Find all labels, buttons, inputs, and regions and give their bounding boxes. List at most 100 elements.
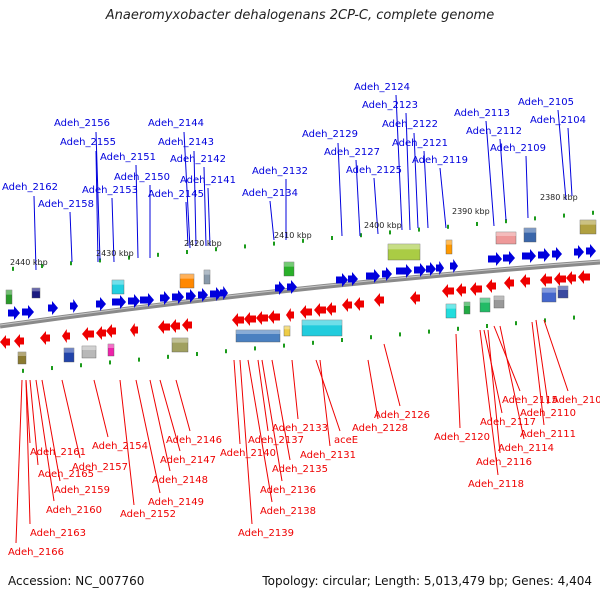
leader-line bbox=[567, 127, 573, 197]
feature-block bbox=[557, 285, 569, 299]
tick-mark bbox=[341, 338, 343, 343]
tick-mark bbox=[515, 321, 517, 326]
forward-gene-arrow bbox=[128, 294, 140, 308]
gene-label-adeh-2163: Adeh_2163 bbox=[30, 528, 86, 539]
gene-label-adeh-2139: Adeh_2139 bbox=[238, 528, 294, 539]
gene-label-layer: Adeh_2162 Adeh_2158 Adeh_2156 Adeh_2155 Adeh… bbox=[2, 82, 600, 558]
tick-mark bbox=[534, 216, 536, 221]
reverse-gene-arrow bbox=[40, 331, 50, 345]
gene-label-adeh-2113: Adeh_2113 bbox=[454, 108, 510, 119]
reverse-gene-arrow bbox=[62, 329, 70, 343]
gene-label-adeh-2108: Adeh_2108 bbox=[552, 395, 600, 406]
tick-mark bbox=[167, 354, 169, 359]
tick-mark bbox=[331, 236, 333, 241]
reverse-gene-arrow bbox=[520, 274, 530, 288]
feature-block bbox=[541, 287, 557, 303]
feature-block-shine bbox=[6, 290, 12, 295]
gene-label-adeh-2146: Adeh_2146 bbox=[166, 435, 222, 446]
gene-label-adeh-2109: Adeh_2109 bbox=[490, 143, 546, 154]
leader-line bbox=[487, 329, 501, 454]
leader-line bbox=[183, 131, 191, 249]
leader-line bbox=[247, 359, 273, 503]
scale-label-2380-kbp: 2380 kbp bbox=[540, 193, 578, 202]
tick-mark bbox=[302, 238, 304, 243]
reverse-gene-arrow bbox=[244, 312, 256, 326]
gene-label-adeh-2153: Adeh_2153 bbox=[82, 185, 138, 196]
reverse-gene-arrow bbox=[314, 303, 326, 317]
feature-block-shine bbox=[64, 348, 74, 353]
forward-gene-arrow bbox=[538, 248, 550, 262]
gene-label-adeh-2158: Adeh_2158 bbox=[38, 199, 94, 210]
leader-line bbox=[405, 112, 411, 231]
tick-mark bbox=[273, 241, 275, 246]
accession-text: Accession: NC_007760 bbox=[8, 574, 145, 588]
forward-gene-arrow bbox=[414, 263, 426, 277]
gene-label-adeh-2156: Adeh_2156 bbox=[54, 118, 110, 129]
leader-line bbox=[373, 177, 379, 235]
reverse-gene-arrow bbox=[158, 320, 170, 334]
gene-label-adeh-2145: Adeh_2145 bbox=[148, 189, 204, 200]
gene-label-adeh-2120: Adeh_2120 bbox=[434, 432, 490, 443]
gene-label-adeh-2136: Adeh_2136 bbox=[260, 485, 316, 496]
gene-label-adeh-2162: Adeh_2162 bbox=[2, 182, 58, 193]
gene-label-adeh-2161: Adeh_2161 bbox=[30, 447, 86, 458]
reverse-gene-arrow bbox=[540, 273, 552, 287]
feature-block-shine bbox=[32, 288, 40, 292]
gene-label-adeh-2105: Adeh_2105 bbox=[518, 97, 574, 108]
gene-label-adeh-2137: Adeh_2137 bbox=[248, 435, 304, 446]
gene-label-adeh-2132: Adeh_2132 bbox=[252, 166, 308, 177]
feature-block-shine bbox=[558, 286, 568, 290]
tick-mark bbox=[70, 261, 72, 266]
leader-line bbox=[455, 333, 461, 429]
reverse-gene-arrow bbox=[456, 283, 466, 297]
forward-gene-arrow bbox=[210, 287, 222, 301]
gene-label-adeh-2150: Adeh_2150 bbox=[114, 172, 170, 183]
leader-line bbox=[175, 379, 191, 432]
feature-block-shine bbox=[172, 338, 188, 343]
tick-mark bbox=[215, 247, 217, 252]
forward-gene-arrow bbox=[96, 297, 106, 311]
gene-label-adeh-2110: Adeh_2110 bbox=[520, 408, 576, 419]
forward-gene-arrow bbox=[70, 299, 78, 313]
feature-block bbox=[387, 243, 421, 261]
gene-label-adeh-2154: Adeh_2154 bbox=[92, 441, 148, 452]
feature-block bbox=[17, 351, 27, 365]
feature-block bbox=[171, 337, 189, 353]
tick-mark bbox=[51, 366, 53, 371]
feature-block-shine bbox=[496, 232, 516, 236]
feature-block-layer bbox=[5, 219, 597, 365]
leader-line bbox=[119, 379, 135, 506]
reverse-gene-arrow bbox=[286, 308, 294, 322]
forward-gene-arrow bbox=[160, 291, 170, 305]
forward-gene-arrow bbox=[426, 262, 436, 276]
gene-label-adeh-2157: Adeh_2157 bbox=[72, 462, 128, 473]
tick-mark bbox=[99, 258, 101, 263]
leader-line bbox=[69, 211, 73, 263]
forward-gene-arrow bbox=[287, 280, 297, 294]
gene-label-adeh-2142: Adeh_2142 bbox=[170, 154, 226, 165]
gene-label-adeh-2115: Adeh_2115 bbox=[502, 395, 558, 406]
reverse-gene-arrow bbox=[554, 272, 566, 286]
feature-block-shine bbox=[284, 326, 290, 330]
gene-label-adeh-2133: Adeh_2133 bbox=[272, 423, 328, 434]
leader-line bbox=[543, 319, 569, 392]
gene-label-adeh-2129: Adeh_2129 bbox=[302, 129, 358, 140]
leader-line bbox=[439, 167, 447, 229]
reverse-gene-arrow bbox=[504, 276, 514, 290]
leader-line bbox=[271, 359, 291, 461]
gene-label-adeh-2140: Adeh_2140 bbox=[220, 448, 276, 459]
tick-mark bbox=[360, 233, 362, 238]
forward-gene-arrow bbox=[198, 288, 208, 302]
reverse-gene-arrow bbox=[82, 327, 94, 341]
feature-block-shine bbox=[580, 220, 596, 225]
reverse-gene-arrow bbox=[0, 335, 10, 349]
genome-backbone bbox=[0, 259, 600, 329]
feature-block bbox=[107, 343, 115, 357]
tick-mark bbox=[592, 210, 594, 215]
feature-block bbox=[479, 297, 491, 313]
gene-label-adeh-2148: Adeh_2148 bbox=[152, 475, 208, 486]
tick-mark bbox=[312, 340, 314, 345]
feature-block-shine bbox=[542, 288, 556, 293]
reverse-gene-arrow bbox=[106, 324, 116, 338]
forward-gene-arrow bbox=[574, 245, 584, 259]
